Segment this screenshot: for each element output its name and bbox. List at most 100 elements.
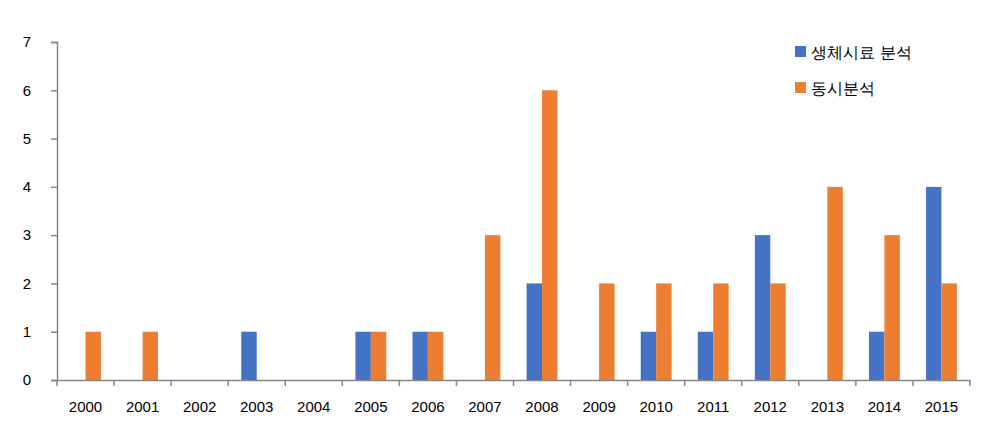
category-divider [855,380,857,386]
bar [355,332,370,380]
legend-item: 동시분석 [795,79,875,98]
bar [869,332,884,380]
bar [527,283,542,380]
category-divider [113,380,115,386]
category-divider [627,380,629,386]
y-tick-label: 4 [23,178,31,195]
legend-swatch [795,82,806,93]
category-divider [456,380,458,386]
y-tick-label: 5 [23,130,31,147]
y-tick: 2 [23,275,57,292]
bar [713,283,728,380]
chart-container: 0 1 2 3 4 5 6 7 2000 2001 2002 2003 2004 2005 2006 2007… [0,0,997,439]
legend-label: 생체시료 분석 [811,43,912,62]
x-tick-label: 2000 [69,398,102,415]
bar [827,187,842,380]
x-tick-label: 2006 [411,398,444,415]
x-tick: 2012 [754,380,787,415]
y-tick-mark [51,42,57,44]
x-tick: 2001 [126,380,159,415]
y-tick-mark [51,380,57,382]
category-divider [56,380,58,386]
category-divider [399,380,401,386]
y-tick-label: 3 [23,226,31,243]
y-tick-label: 1 [23,323,31,340]
y-axis-line [51,43,58,381]
x-tick: 2003 [240,380,273,415]
x-tick-label: 2013 [811,398,844,415]
y-tick-mark [51,90,57,92]
x-tick: 2014 [868,380,901,415]
y-tick: 1 [23,323,57,340]
legend-swatch [795,46,806,57]
x-tick: 2010 [639,380,672,415]
legend-label: 동시분석 [811,79,875,98]
category-divider [798,380,800,386]
y-axis: 0 1 2 3 4 5 6 7 [23,33,58,388]
category-divider [684,380,686,386]
category-divider [741,380,743,386]
series [241,187,941,380]
x-axis: 2000 2001 2002 2003 2004 2005 2006 2007 2008 2009… [57,380,971,415]
y-tick: 3 [23,226,57,243]
x-tick-label: 2009 [582,398,615,415]
category-divider [170,380,172,386]
chart-svg: 0 1 2 3 4 5 6 7 2000 2001 2002 2003 2004 2005 2006 2007… [0,0,997,439]
bar [755,235,770,380]
x-tick: 2008 [525,380,558,415]
y-tick-mark [51,138,57,140]
x-tick-label: 2005 [354,398,387,415]
y-tick-mark [51,283,57,285]
y-tick-label: 6 [23,82,31,99]
y-tick: 7 [23,33,57,50]
legend-item: 생체시료 분석 [795,43,912,62]
bar [86,332,101,380]
x-tick-label: 2008 [525,398,558,415]
bar [641,332,656,380]
bar [884,235,899,380]
category-divider [969,380,971,386]
x-tick: 2000 [69,380,102,415]
y-tick: 5 [23,130,57,147]
bar [143,332,158,380]
x-tick-label: 2015 [925,398,958,415]
bar [926,187,941,380]
x-tick: 2004 [297,380,330,415]
x-tick-label: 2004 [297,398,330,415]
series [86,90,957,380]
category-divider [285,380,287,386]
y-tick-label: 7 [23,33,31,50]
x-tick: 2013 [811,380,844,415]
bar [698,332,713,380]
plot: 0 1 2 3 4 5 6 7 2000 2001 2002 2003 2004 2005 2006 2007… [23,33,971,414]
y-tick-mark [51,331,57,333]
bars [86,90,957,380]
bar [412,332,427,380]
bar [542,90,557,380]
y-tick-label: 2 [23,275,31,292]
x-tick-label: 2011 [697,398,729,415]
category-divider [342,380,344,386]
x-tick-label: 2014 [868,398,901,415]
x-tick: 2005 [354,380,387,415]
y-tick-mark [51,187,57,189]
bar [941,283,956,380]
y-tick: 4 [23,178,57,195]
x-tick: 2011 [697,380,729,415]
bar [656,283,671,380]
x-tick: 2009 [582,380,615,415]
y-tick-label: 0 [23,371,31,388]
bar [485,235,500,380]
x-tick-label: 2002 [183,398,216,415]
bar [599,283,614,380]
bar [371,332,386,380]
x-tick-label: 2001 [126,398,159,415]
category-divider [570,380,572,386]
x-tick: 2002 [183,380,216,415]
bar [428,332,443,380]
category-divider [912,380,914,386]
y-tick: 0 [23,371,57,388]
legend: 생체시료 분석동시분석 [795,43,912,98]
bar [770,283,785,380]
x-tick: 2007 [468,380,501,415]
